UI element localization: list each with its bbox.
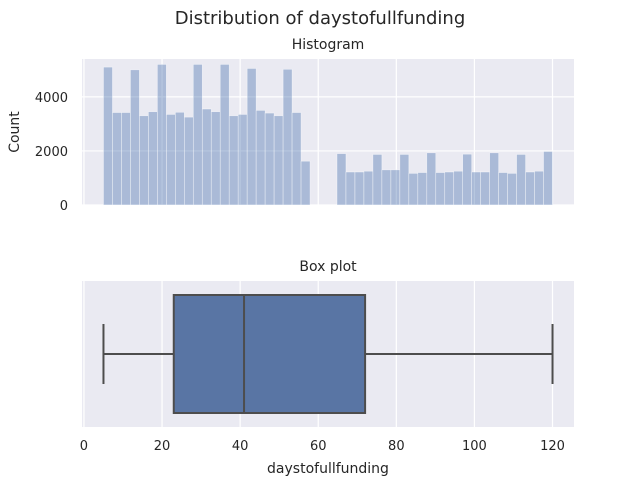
histogram-bar (408, 173, 419, 206)
histogram-bar (282, 68, 293, 206)
histogram-bar (399, 154, 410, 206)
histogram-bar (489, 152, 499, 206)
histogram-bar (201, 108, 212, 206)
histogram-bar (121, 112, 131, 206)
histogram-bar (112, 112, 122, 206)
histogram-bar (166, 114, 176, 206)
histogram-panel: Histogram 0 2000 4000 Count (7, 37, 574, 214)
histogram-bar (372, 154, 383, 206)
histogram-bar (139, 115, 149, 206)
boxplot-x-tick-label: 80 (388, 439, 405, 454)
histogram-bar (516, 154, 526, 206)
histogram-bar (192, 64, 203, 206)
histogram-bar (157, 64, 167, 206)
histogram-bar (507, 173, 517, 206)
histogram-bar (103, 66, 113, 206)
histogram-bar (237, 114, 248, 206)
histogram-bar (184, 116, 194, 206)
histogram-bar (471, 171, 481, 206)
histogram-bar (417, 172, 428, 206)
boxplot-x-tick-labels: 0 20 40 60 80 100 120 (80, 439, 565, 454)
boxplot-x-tick-label: 100 (462, 439, 487, 454)
histogram-plot-area (82, 59, 574, 205)
histogram-bar (130, 69, 140, 206)
histogram-bar (462, 153, 472, 206)
histogram-title: Histogram (292, 37, 365, 53)
histogram-bar (300, 160, 311, 206)
histogram-bar (354, 171, 365, 206)
histogram-bar (264, 112, 275, 206)
histogram-bar (525, 171, 535, 206)
histogram-bar (273, 115, 284, 206)
histogram-bar (148, 111, 158, 206)
histogram-bar (255, 110, 266, 206)
boxplot-x-tick-label: 60 (310, 439, 327, 454)
histogram-bar (444, 171, 455, 206)
boxplot-box (172, 294, 367, 414)
histogram-bar (363, 170, 374, 206)
histogram-y-tick-label: 2000 (35, 145, 68, 160)
boxplot-marks (102, 294, 554, 414)
histogram-bar (381, 169, 392, 206)
histogram-y-tick-labels: 0 2000 4000 (35, 91, 68, 214)
histogram-bar (480, 171, 490, 206)
histogram-bar (426, 152, 437, 206)
histogram-bar (246, 68, 257, 206)
histogram-bar (175, 111, 185, 206)
histogram-y-tick-label: 4000 (35, 91, 68, 106)
histogram-bars (103, 64, 553, 206)
boxplot-x-tick-label: 20 (154, 439, 171, 454)
histogram-bar (543, 151, 553, 206)
histogram-bar (291, 112, 302, 206)
histogram-bar (345, 171, 356, 206)
histogram-bar (498, 172, 508, 206)
boxplot-x-tick-label: 120 (540, 439, 565, 454)
boxplot-x-axis-label: daystofullfunding (267, 461, 389, 477)
histogram-bar (435, 172, 446, 206)
figure-suptitle: Distribution of daystofullfunding (175, 8, 466, 29)
histogram-y-tick-label: 0 (60, 199, 68, 214)
histogram-bar (390, 169, 401, 206)
histogram-bar (534, 170, 544, 206)
histogram-bar (228, 115, 239, 206)
boxplot-panel: Box plot 0 20 40 60 80 100 120 daystofullfundi… (80, 259, 574, 477)
boxplot-x-tick-label: 40 (232, 439, 249, 454)
boxplot-title: Box plot (299, 259, 357, 275)
histogram-bar (219, 64, 230, 206)
histogram-y-axis-label: Count (7, 111, 23, 153)
histogram-bar (453, 170, 464, 206)
histogram-bar (210, 111, 221, 206)
histogram-bar (336, 153, 347, 206)
boxplot-x-tick-label: 0 (80, 439, 88, 454)
